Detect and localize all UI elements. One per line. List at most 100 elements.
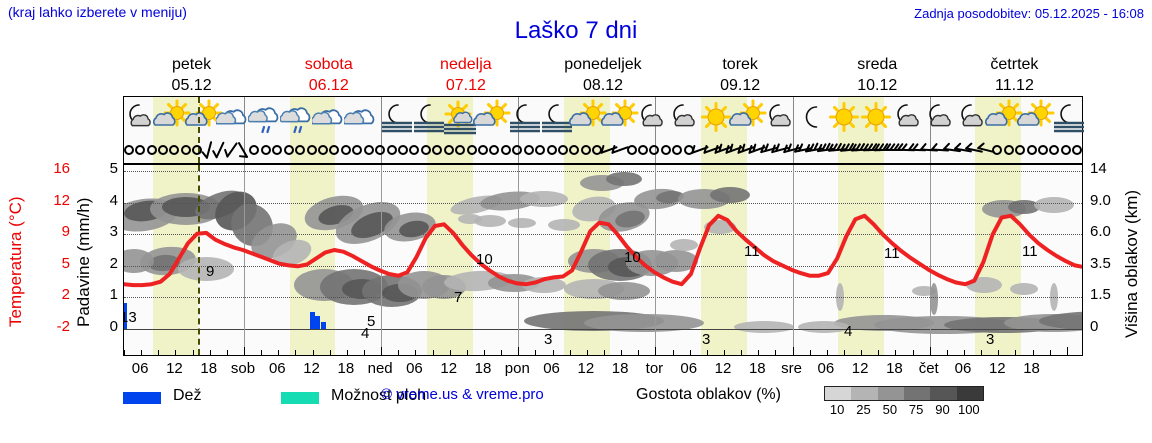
day-separator [929,97,931,163]
horizontal-gridline [124,297,1082,299]
time-tick-mark [844,350,845,355]
day-date: 07.12 [445,77,486,94]
cloud-icon [342,99,384,137]
time-tick-mark [809,350,811,355]
time-axis-label: 18 [337,360,355,377]
wind-calm-icon [132,136,172,162]
day-date: 05.12 [171,77,212,94]
time-tick-mark [484,350,485,355]
day-date: 11.12 [994,77,1034,94]
precipitation-tick: 2 [109,254,118,272]
temperature-tick: 2 [61,286,70,304]
temperature-point-label: 9 [206,263,215,280]
time-axis-label: 06 [954,360,972,377]
day-date: 08.12 [582,77,624,94]
moon-cloud-icon [664,99,704,137]
cloud-density-swatch [825,387,852,400]
page-title: Laško 7 dni [514,17,638,44]
daylight-band [426,165,473,355]
last-update-text: Zadnja posodobitev: 05.12.2025 - 16:08 [914,6,1144,21]
precipitation-axis-title: Padavine (mm/h) [74,197,93,327]
time-axis-label: 06 [268,360,286,377]
time-tick-mark [1032,350,1034,355]
time-tick-mark [912,350,914,355]
temperature-point-label: 4 [844,323,853,340]
time-axis-label: sob [230,360,256,377]
wind-calm-icon [554,136,594,162]
showers-legend-swatch [281,392,319,404]
wind-calm-icon [1023,136,1063,162]
time-tick-mark [981,350,983,355]
day-header-sobota: sobota 06.12 [240,54,417,96]
wind-calm-icon [486,136,526,162]
sun-cloud-icon [728,99,768,137]
cloud-density-swatch [956,387,983,400]
sun-cloud-icon [984,99,1024,137]
precipitation-bars-layer [124,165,1082,355]
time-axis-label: 12 [988,360,1006,377]
wind-calm-icon [372,136,412,162]
temperature-tick: 16 [53,160,70,177]
temperature-tick: -2 [56,318,70,335]
horizontal-gridline [124,265,1082,267]
cloud-icon [214,99,256,137]
cloud-density-legend-label: Gostota oblakov (%) [636,386,781,403]
time-tick-mark [689,350,691,355]
wind-calm-icon [532,136,572,162]
time-axis-label: tor [645,360,664,377]
day-date: 10.12 [857,77,898,94]
moon-fog-icon [504,99,544,137]
wind-barb-icon [932,136,972,162]
wind-calm-icon [1012,136,1052,162]
wind-calm-icon [440,136,480,162]
day-header-sreda: sreda 10.12 [789,54,966,96]
time-axis-label: 18 [886,360,903,377]
time-axis-label: 12 [440,360,458,377]
time-tick-mark [946,350,948,355]
temperature-point-label: 3 [544,331,553,348]
time-tick-mark [432,350,434,355]
precipitation-bar [124,303,127,329]
sun-icon [696,99,736,137]
day-name: četrtek [990,56,1039,73]
wind-calm-icon [1057,136,1097,162]
wind-barb-icon [920,136,960,162]
temperature-axis-title: Temperatura (°C) [6,196,25,328]
cloud-height-tick: 1.5 [1090,286,1111,304]
moon-cloud-icon [120,99,160,137]
time-tick-mark [741,350,743,355]
wind-calm-icon [303,136,343,162]
menu-hint-text: (kraj lahko izberete v meniju) [8,4,187,20]
day-name: petek [172,56,212,73]
precipitation-tick: 5 [109,160,118,177]
current-time-marker [198,165,201,355]
wind-calm-icon [989,136,1029,162]
day-name: ponedeljek [564,56,642,73]
wind-calm-icon [474,136,514,162]
temperature-line [124,213,1082,288]
day-gridline [244,165,245,355]
sun-icon [824,99,864,137]
temperature-point-label: 13 [124,309,137,326]
wind-calm-icon [509,136,549,162]
sun-cloud-icon [152,99,192,137]
cloud-height-tick: 14 [1090,160,1107,177]
copyright-link[interactable]: © vreme.us & vreme.pro [381,386,544,403]
temperature-point-label: 11 [884,245,900,262]
day-header-torek: torek 09.12 [652,54,829,96]
cloud-density-swatch [877,387,904,400]
wind-calm-icon [120,136,160,162]
rain-legend-label: Dež [173,387,202,404]
wind-barb-icon [600,136,640,162]
wind-calm-icon [269,136,309,162]
rain-legend-swatch [123,392,161,404]
time-tick-mark [209,350,211,355]
day-gridline [381,165,383,355]
time-tick-mark [226,350,228,355]
wind-calm-icon [154,136,194,162]
wind-calm-icon [177,136,217,162]
time-tick-mark [621,350,623,355]
time-tick-mark [415,350,417,355]
time-tick-mark [158,350,160,355]
precipitation-tick: 3 [109,223,118,241]
